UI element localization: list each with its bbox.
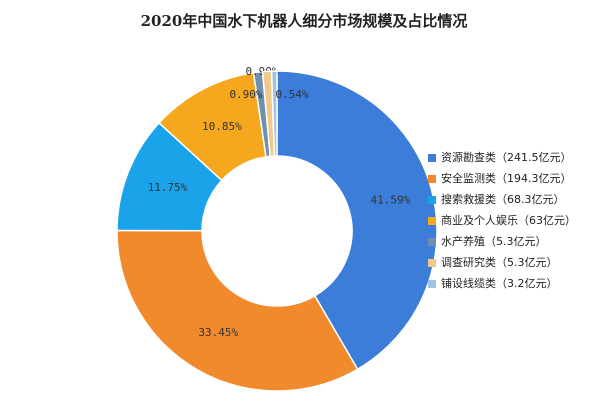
chart-title: 2020年中国水下机器人细分市场规模及占比情况: [141, 12, 468, 30]
data-label: 0.54%: [275, 88, 308, 101]
legend-marker: [428, 280, 436, 288]
data-label: 33.45%: [198, 326, 238, 339]
data-label: 41.59%: [371, 193, 411, 206]
legend-label: 搜索救援类（68.3亿元）: [441, 192, 565, 206]
legend-label: 商业及个人娱乐（63亿元）: [441, 213, 576, 227]
legend-marker: [428, 196, 436, 204]
legend-label: 安全监测类（194.3亿元）: [441, 171, 572, 185]
data-label: 11.75%: [148, 181, 188, 194]
legend-label: 资源勘查类（241.5亿元）: [441, 150, 572, 164]
legend-marker: [428, 217, 436, 225]
legend-marker: [428, 154, 436, 162]
legend-label: 调查研究类（5.3亿元）: [441, 255, 558, 269]
donut-slice: [276, 70, 438, 371]
donut-slice: [270, 70, 278, 157]
legend-label: 水产养殖（5.3亿元）: [441, 234, 547, 248]
data-label: 0.90%: [229, 88, 262, 101]
donut-slice: [116, 229, 359, 392]
legend-marker: [428, 238, 436, 246]
legend-label: 铺设线缆类（3.2亿元）: [441, 276, 558, 290]
legend-marker: [428, 259, 436, 267]
data-label: 10.85%: [202, 120, 242, 133]
legend-marker: [428, 175, 436, 183]
